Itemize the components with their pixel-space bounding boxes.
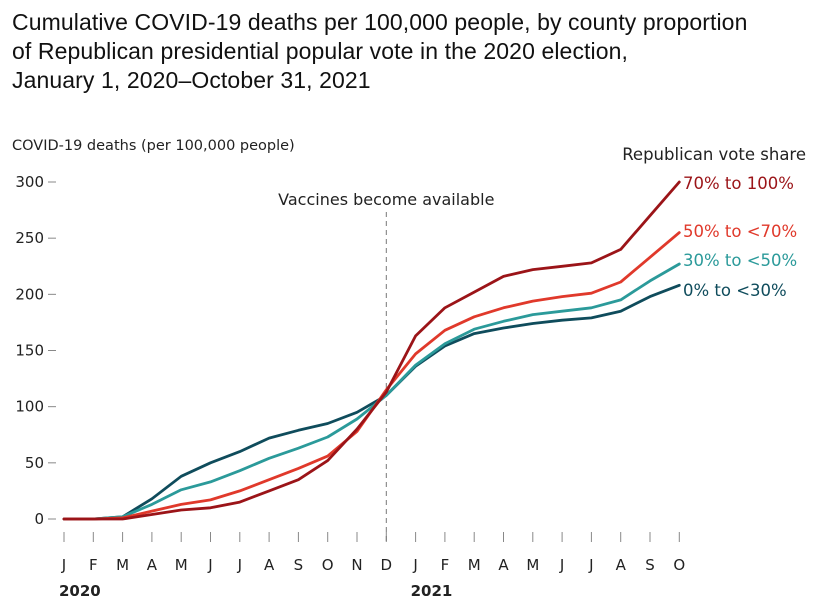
x-tick-label: F bbox=[89, 556, 98, 574]
x-tick-label: S bbox=[294, 556, 304, 574]
x-tick-label: O bbox=[673, 556, 685, 574]
x-tick-label: A bbox=[147, 556, 158, 574]
x-tick-label: O bbox=[322, 556, 334, 574]
y-tick-label: 300 bbox=[15, 173, 44, 191]
y-axis: 0 50 100 150 200 250 300 bbox=[15, 173, 56, 528]
x-tick-label: M bbox=[116, 556, 129, 574]
x-tick-label: F bbox=[441, 556, 450, 574]
chart-title: Cumulative COVID-19 deaths per 100,000 p… bbox=[12, 8, 812, 95]
x-tick-label: S bbox=[645, 556, 655, 574]
x-tick-label: A bbox=[616, 556, 627, 574]
y-tick-label: 150 bbox=[15, 342, 44, 360]
series-lines bbox=[62, 180, 681, 521]
y-tick-label: 50 bbox=[25, 454, 44, 472]
x-tick-label: N bbox=[351, 556, 362, 574]
x-tick-label: A bbox=[264, 556, 275, 574]
y-tick-label: 200 bbox=[15, 285, 44, 303]
x-tick-label: J bbox=[559, 556, 564, 574]
year-label: 2021 bbox=[411, 582, 453, 600]
vaccine-annotation-label: Vaccines become available bbox=[278, 190, 494, 209]
x-tick-label: J bbox=[207, 556, 212, 574]
year-label: 2020 bbox=[59, 582, 101, 600]
x-tick-label: J bbox=[588, 556, 593, 574]
x-tick-label: J bbox=[237, 556, 242, 574]
y-tick-label: 100 bbox=[15, 398, 44, 416]
series-line bbox=[62, 180, 681, 521]
series-line bbox=[62, 283, 681, 521]
vaccine-annotation: Vaccines become available bbox=[278, 190, 494, 545]
title-line-2: of Republican presidential popular vote … bbox=[12, 38, 629, 64]
y-axis-label: COVID-19 deaths (per 100,000 people) bbox=[12, 138, 295, 154]
y-tick-label: 0 bbox=[34, 510, 44, 528]
legend-label: 30% to <50% bbox=[683, 251, 797, 270]
y-tick-label: 250 bbox=[15, 229, 44, 247]
x-tick-label: J bbox=[412, 556, 417, 574]
legend-label: 0% to <30% bbox=[683, 281, 787, 300]
legend: 70% to 100% 50% to <70% 30% to <50% 0% to <… bbox=[683, 174, 797, 300]
x-tick-label: M bbox=[175, 556, 188, 574]
series-line bbox=[62, 231, 681, 521]
title-line-3: January 1, 2020–October 31, 2021 bbox=[12, 67, 371, 93]
x-tick-label: M bbox=[468, 556, 481, 574]
x-tick-label: M bbox=[526, 556, 539, 574]
x-tick-label: D bbox=[381, 556, 393, 574]
series-line bbox=[62, 262, 681, 521]
legend-label: 50% to <70% bbox=[683, 222, 797, 241]
x-tick-label: A bbox=[498, 556, 509, 574]
x-tick-label: J bbox=[61, 556, 66, 574]
legend-label: 70% to 100% bbox=[683, 174, 794, 193]
title-line-1: Cumulative COVID-19 deaths per 100,000 p… bbox=[12, 9, 748, 35]
legend-title: Republican vote share bbox=[622, 145, 806, 164]
